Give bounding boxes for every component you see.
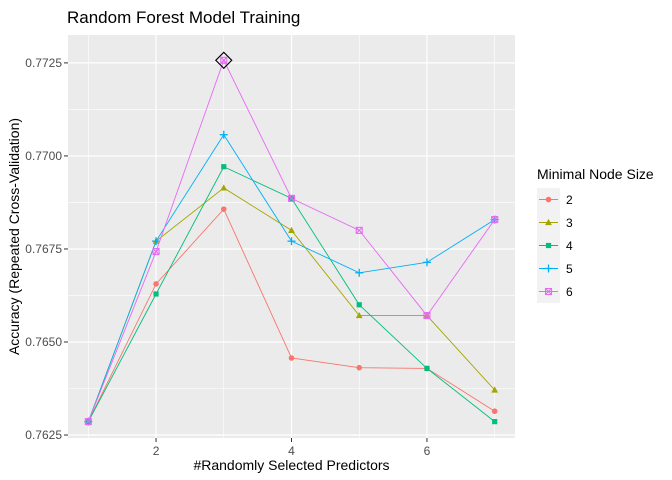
- data-point-6: [152, 248, 160, 256]
- legend-key-marker: [545, 218, 552, 226]
- legend-label: 2: [566, 193, 573, 207]
- y-axis: 0.7625 0.7650 0.7675 0.7700 0.7725: [25, 56, 68, 442]
- legend-label: 6: [566, 285, 573, 299]
- data-point-2: [220, 206, 227, 212]
- series-layer: [84, 56, 499, 426]
- data-point-6: [287, 194, 296, 202]
- y-tick-label: 0.7650: [25, 335, 62, 349]
- x-axis-title: #Randomly Selected Predictors: [193, 457, 389, 473]
- data-point-6: [220, 56, 228, 64]
- data-point-5: [422, 258, 431, 267]
- data-point-2: [288, 355, 295, 361]
- grid-lines: [68, 35, 515, 438]
- x-tick-label: 4: [288, 444, 295, 458]
- legend-label: 3: [566, 216, 573, 230]
- data-point-3: [220, 184, 228, 191]
- data-point-4: [153, 291, 159, 297]
- x-tick-label: 2: [153, 444, 160, 458]
- data-point-5: [287, 237, 296, 246]
- y-tick-label: 0.7725: [25, 56, 62, 70]
- y-tick-label: 0.7625: [25, 428, 62, 442]
- best-marker-layer: [214, 51, 233, 70]
- data-point-2: [491, 408, 498, 415]
- legend-item-3: 3: [537, 211, 573, 234]
- chart-title: Random Forest Model Training: [67, 8, 300, 27]
- data-point-2: [356, 364, 363, 371]
- y-tick-label: 0.7675: [25, 242, 62, 256]
- data-point-5: [219, 130, 228, 139]
- legend-item-2: 2: [537, 188, 573, 211]
- legend-label: 5: [566, 262, 573, 276]
- legend: Minimal Node Size 2 3 4 5 6: [537, 166, 654, 303]
- data-point-4: [356, 302, 362, 308]
- data-point-2: [153, 281, 159, 287]
- legend-key-marker: [544, 264, 553, 273]
- data-point-4: [221, 164, 227, 170]
- data-point-3: [355, 311, 363, 319]
- legend-key-marker: [544, 287, 553, 296]
- legend-item-5: 5: [537, 257, 573, 280]
- best-model-marker: [214, 51, 233, 70]
- data-point-6: [423, 312, 431, 320]
- data-point-6: [355, 226, 363, 234]
- data-point-4: [492, 419, 498, 425]
- data-point-3: [491, 386, 499, 393]
- legend-item-4: 4: [537, 234, 573, 257]
- legend-key-marker: [545, 196, 552, 203]
- legend-title: Minimal Node Size: [537, 166, 654, 182]
- series-6: [84, 56, 499, 426]
- legend-label: 4: [566, 239, 573, 253]
- y-axis-title: Accuracy (Repeated Cross-Validation): [6, 118, 22, 355]
- data-point-6: [84, 418, 92, 426]
- y-tick-label: 0.7700: [25, 149, 62, 163]
- legend-key-marker: [545, 242, 552, 249]
- data-point-5: [152, 237, 161, 246]
- data-point-5: [355, 268, 364, 277]
- data-point-6: [491, 216, 499, 224]
- data-point-4: [424, 365, 430, 372]
- legend-item-6: 6: [537, 280, 573, 303]
- x-axis: 2 4 6: [153, 438, 431, 458]
- x-tick-label: 6: [424, 444, 431, 458]
- data-point-3: [288, 226, 295, 233]
